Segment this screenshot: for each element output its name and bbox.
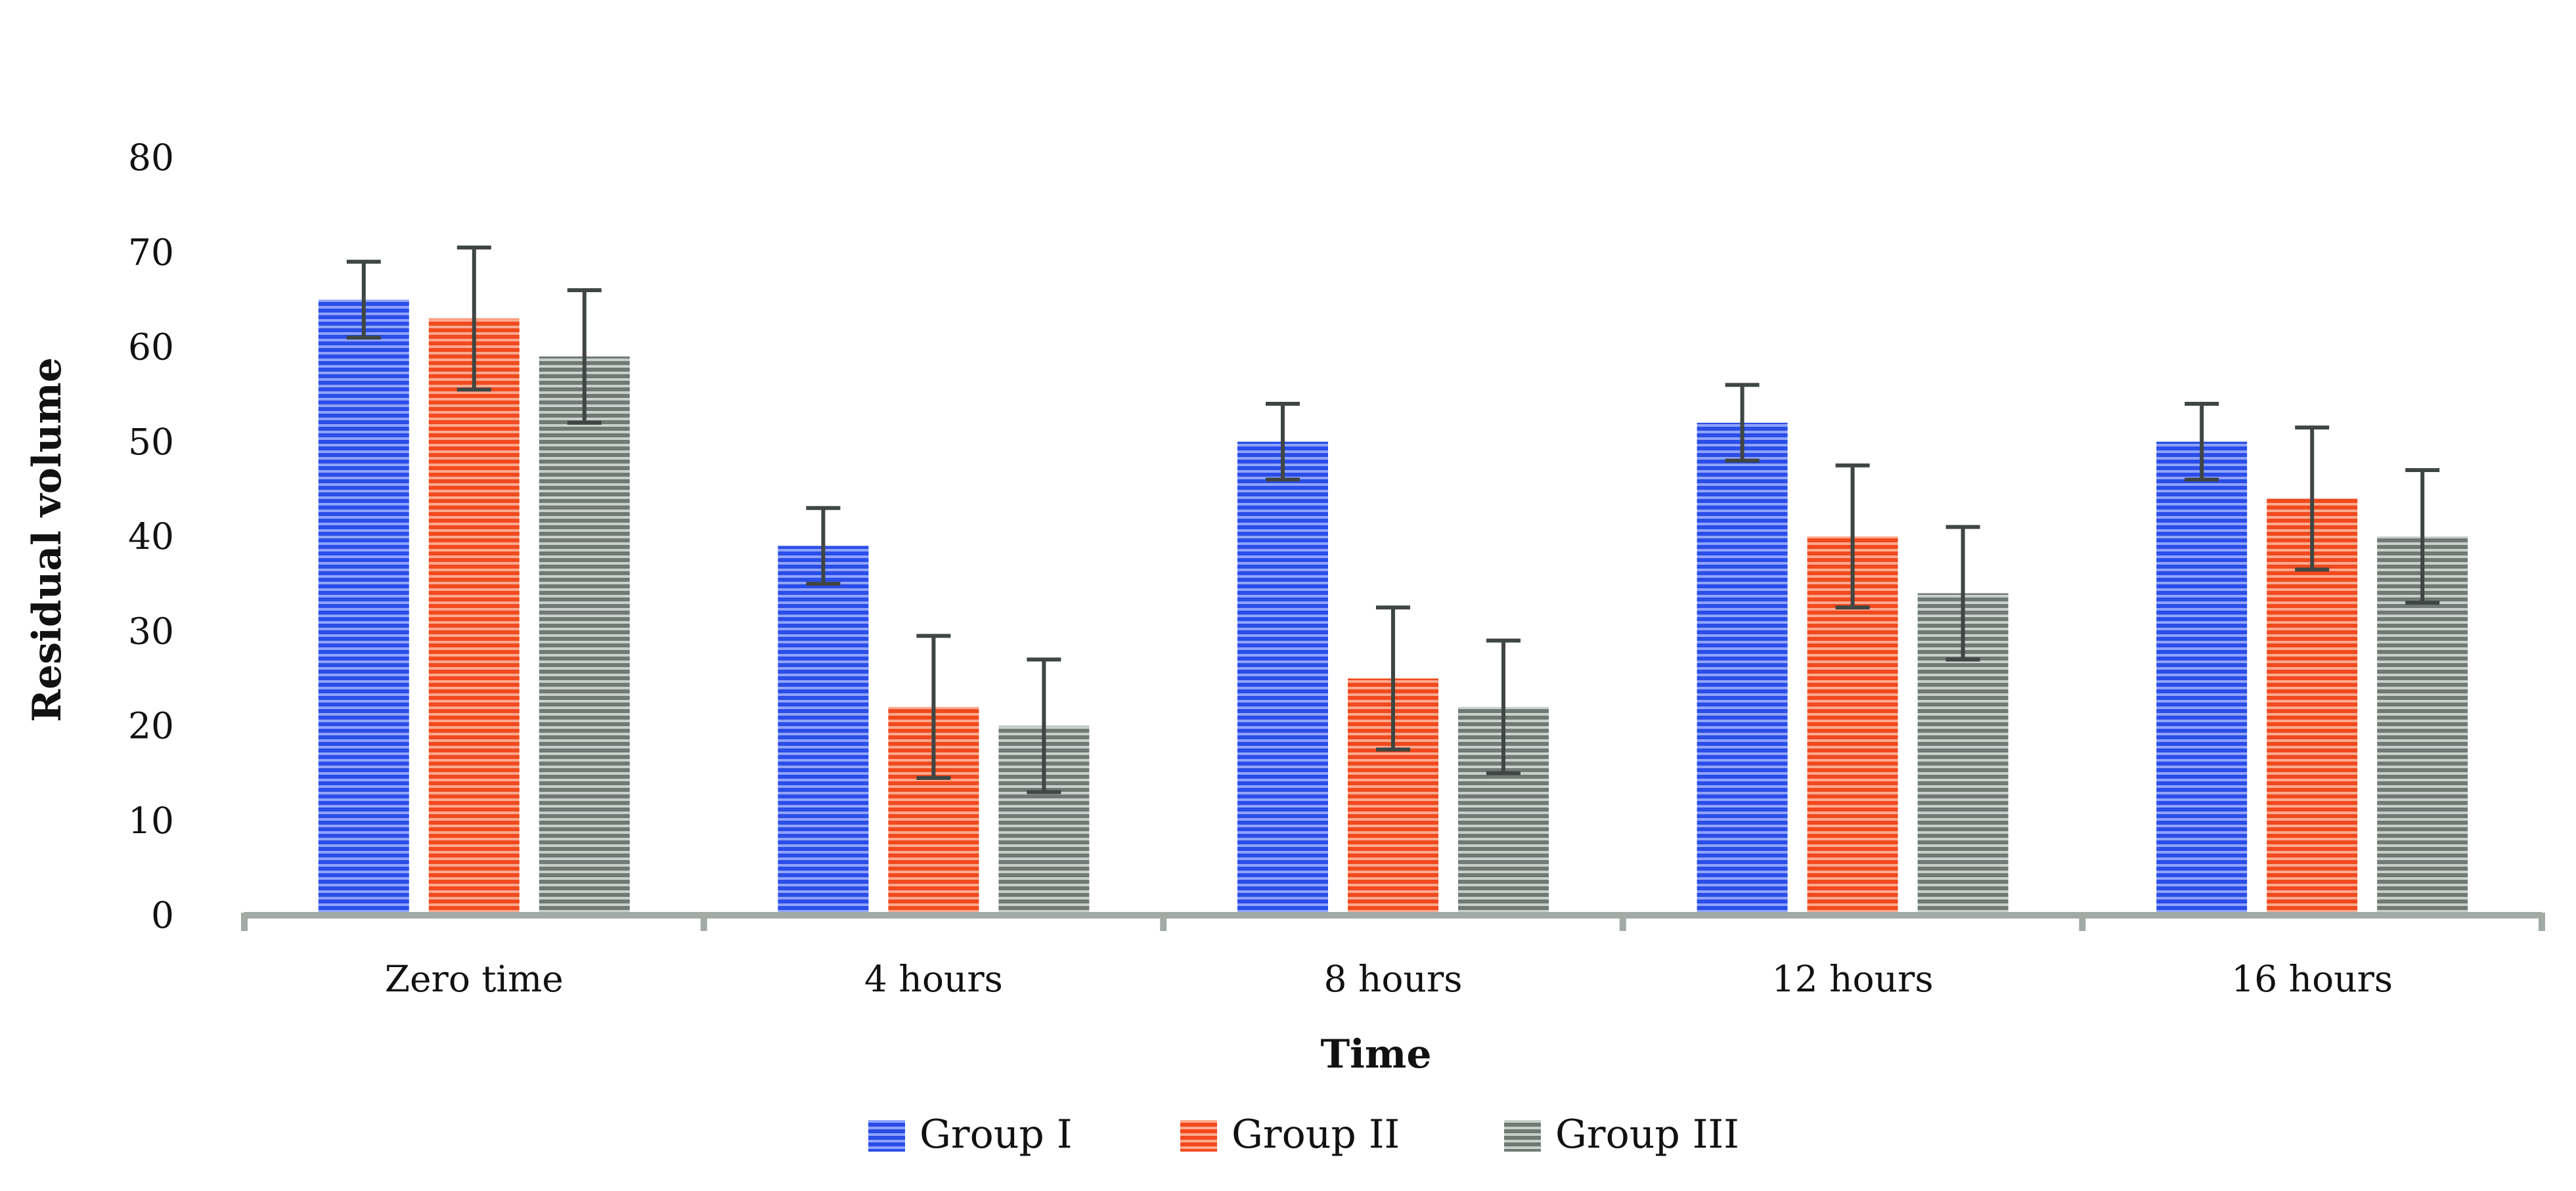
bar: [1237, 441, 1328, 912]
y-tick-label: 10: [128, 800, 174, 842]
y-tick-label: 30: [128, 610, 174, 652]
y-tick-label: 80: [128, 137, 174, 179]
x-axis-title: Time: [1320, 1031, 1431, 1077]
error-bars: [346, 246, 2440, 794]
y-tick-label: 0: [151, 894, 174, 936]
bar: [778, 546, 869, 912]
bar: [2156, 441, 2248, 912]
x-tick-label: 8 hours: [1324, 958, 1463, 1000]
x-tick-label: Zero time: [385, 958, 564, 1000]
bars: [318, 299, 2468, 913]
y-tick-label: 50: [128, 421, 174, 463]
y-tick-label: 60: [128, 326, 174, 368]
bar: [1697, 422, 1788, 912]
x-axis: [241, 912, 2545, 931]
legend-label: Group II: [1232, 1112, 1400, 1158]
legend-label: Group I: [920, 1112, 1073, 1158]
x-tick-label: 12 hours: [1772, 958, 1934, 1000]
bar: [428, 318, 520, 913]
x-tick-label: 16 hours: [2231, 958, 2393, 1000]
x-axis-ticks: Zero time 4 hours 8 hours 12 hours 16 hours: [385, 958, 2393, 1000]
x-tick-label: 4 hours: [864, 958, 1003, 1000]
legend-swatch: [1504, 1120, 1541, 1152]
legend-label: Group III: [1555, 1112, 1739, 1158]
legend: Group I Group II Group III: [868, 1112, 1739, 1158]
bar: [539, 356, 630, 912]
y-tick-label: 70: [128, 231, 174, 273]
y-tick-label: 40: [128, 515, 174, 557]
y-axis-ticks: 0 10 20 30 40 50 60 70 80: [128, 137, 174, 936]
legend-swatch: [868, 1120, 905, 1152]
y-axis-title: Residual volume: [24, 357, 70, 722]
legend-swatch: [1180, 1120, 1217, 1152]
y-tick-label: 20: [128, 705, 174, 747]
bar: [318, 299, 409, 912]
